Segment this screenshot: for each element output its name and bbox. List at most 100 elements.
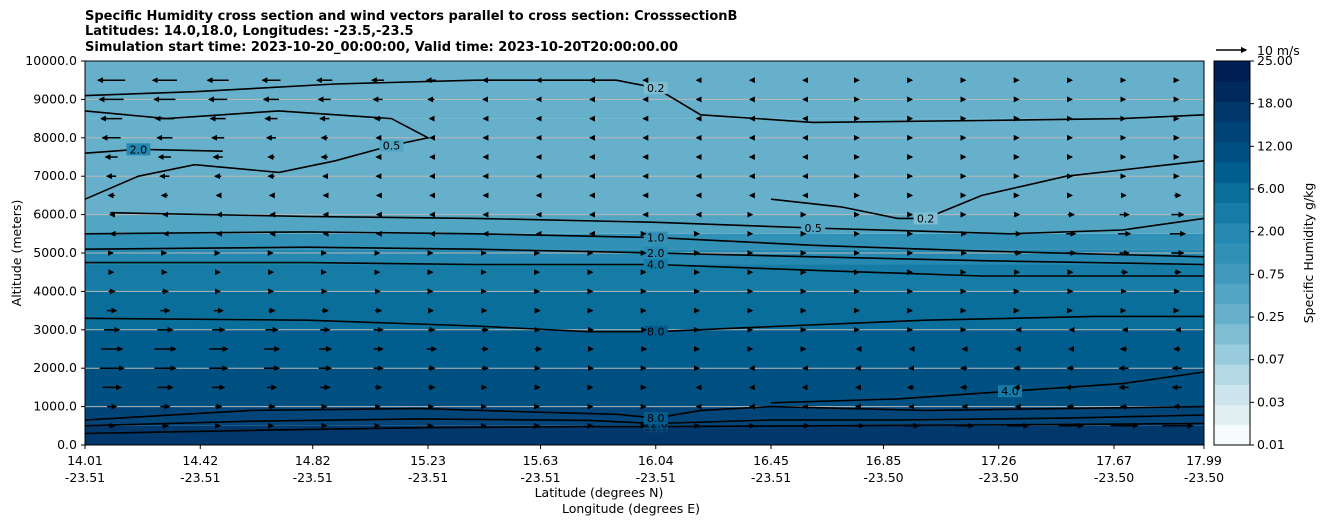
colorbar-segment bbox=[1214, 182, 1250, 203]
humidity-band bbox=[85, 118, 1204, 215]
y-tick-label: 5000.0 bbox=[33, 245, 77, 260]
contour-label-bg bbox=[801, 222, 826, 235]
colorbar-tick-label: 25.00 bbox=[1257, 53, 1293, 68]
contour-label: 0.5 bbox=[804, 222, 822, 235]
colorbar-label: Specific Humidity g/kg bbox=[1301, 183, 1316, 324]
colorbar-segment bbox=[1214, 323, 1250, 345]
contour-label-bg bbox=[913, 212, 938, 225]
contour-label: 2.0 bbox=[647, 247, 665, 260]
humidity-band bbox=[85, 425, 1204, 445]
chart-title-line-3: Simulation start time: 2023-10-20_00:00:… bbox=[85, 40, 678, 55]
colorbar-tick-label: 0.07 bbox=[1257, 352, 1285, 367]
colorbar-segment bbox=[1214, 242, 1250, 264]
x-axis-label-longitude: Longitude (degrees E) bbox=[562, 501, 700, 516]
axes: 0.0 1000.0 2000.0 3000.0 4000.0 5000.0 6000.0 7… bbox=[25, 53, 1224, 485]
y-axis-label: Altitude (meters) bbox=[9, 200, 24, 307]
contour-label: 0.2 bbox=[917, 212, 935, 225]
contour-label: 1.0 bbox=[647, 232, 665, 245]
contour-label-bg bbox=[643, 231, 668, 244]
x-tick-label-lon: -23.50 bbox=[863, 470, 903, 485]
y-tick-label: 9000.0 bbox=[33, 91, 77, 106]
colorbar-segment bbox=[1214, 303, 1250, 325]
wind-vectors bbox=[96, 77, 1194, 429]
contour-label-bg bbox=[379, 139, 404, 152]
quiver-key-label: 10 m/s bbox=[1257, 43, 1300, 58]
humidity-band bbox=[85, 214, 1204, 234]
y-tick-label: 4000.0 bbox=[33, 283, 77, 298]
y-tick-label: 0.0 bbox=[57, 437, 77, 452]
quiver-key: 10 m/s bbox=[1216, 43, 1300, 58]
y-tick-label: 6000.0 bbox=[33, 207, 77, 222]
x-tick-label-lat: 14.01 bbox=[67, 453, 103, 468]
x-tick-label-lat: 15.63 bbox=[523, 453, 559, 468]
chart-title-line-1: Specific Humidity cross section and wind… bbox=[85, 9, 738, 24]
contour-label-bg bbox=[643, 412, 668, 425]
contour-label-bg bbox=[643, 258, 668, 271]
contour-label-bg bbox=[643, 325, 668, 338]
x-tick-label-lon: -23.51 bbox=[293, 470, 333, 485]
x-tick-label-lat: 17.26 bbox=[981, 453, 1017, 468]
colorbar-segment bbox=[1214, 162, 1250, 183]
colorbar-segment bbox=[1214, 81, 1250, 102]
colorbar-tick-label: 2.00 bbox=[1257, 224, 1285, 239]
colorbar-segment bbox=[1214, 404, 1250, 426]
colorbar-tick-label: 6.00 bbox=[1257, 181, 1285, 196]
colorbar-segment bbox=[1214, 222, 1250, 244]
colorbar-tick-label: 0.03 bbox=[1257, 394, 1285, 409]
x-tick-label-lat: 17.99 bbox=[1186, 453, 1222, 468]
x-tick-label-lon: -23.51 bbox=[408, 470, 448, 485]
colorbar: 0.01 0.03 0.07 0.25 0.75 2.00 6.00 12.00 18.00 25… bbox=[1213, 53, 1293, 452]
x-tick-label-lon: -23.50 bbox=[1094, 470, 1134, 485]
x-tick-label-lat: 17.67 bbox=[1096, 453, 1132, 468]
colorbar-tick-label: 12.00 bbox=[1257, 138, 1293, 153]
contour-lines: 16.012.08.04.08.04.02.01.00.50.52.00.20.… bbox=[85, 79, 1204, 435]
x-tick-label-lat: 14.42 bbox=[182, 453, 218, 468]
colorbar-segment bbox=[1214, 384, 1250, 406]
contour-line bbox=[85, 422, 1204, 435]
colorbar-segment bbox=[1214, 364, 1250, 385]
y-tick-label: 10000.0 bbox=[25, 53, 77, 68]
x-tick-label-lon: -23.51 bbox=[751, 470, 791, 485]
y-tick-label: 7000.0 bbox=[33, 168, 77, 183]
x-tick-label-lat: 16.45 bbox=[753, 453, 789, 468]
chart-title-line-2: Latitudes: 14.0,18.0, Longitudes: -23.5,… bbox=[85, 24, 414, 39]
y-tick-label: 2000.0 bbox=[33, 360, 77, 375]
contour-label: 0.2 bbox=[647, 82, 665, 95]
colorbar-tick-label: 18.00 bbox=[1257, 96, 1293, 111]
colorbar-segment bbox=[1214, 121, 1250, 143]
colorbar-tick-label: 0.25 bbox=[1257, 309, 1285, 324]
contour-label-bg bbox=[643, 247, 668, 259]
colorbar-segment bbox=[1214, 141, 1250, 163]
colorbar-segment bbox=[1214, 343, 1250, 365]
x-tick-label-lon: -23.51 bbox=[636, 470, 676, 485]
y-tick-label: 1000.0 bbox=[33, 399, 77, 414]
x-tick-label-lon: -23.50 bbox=[1184, 470, 1224, 485]
contour-line bbox=[85, 405, 1204, 421]
colorbar-segment bbox=[1214, 263, 1250, 284]
x-tick-label-lat: 16.85 bbox=[866, 453, 902, 468]
contour-label-bg bbox=[643, 81, 668, 94]
colorbar-segment bbox=[1214, 61, 1250, 82]
colorbar-tick-label: 0.01 bbox=[1257, 437, 1285, 452]
x-tick-label-lon: -23.51 bbox=[520, 470, 560, 485]
colorbar-segment bbox=[1214, 424, 1250, 446]
colorbar-segment bbox=[1214, 283, 1250, 305]
colorbar-segment bbox=[1214, 202, 1250, 224]
x-tick-label-lat: 14.82 bbox=[295, 453, 331, 468]
colorbar-tick-label: 0.75 bbox=[1257, 266, 1285, 281]
colorbar-frame bbox=[1213, 60, 1251, 446]
x-tick-label-lon: -23.51 bbox=[65, 470, 105, 485]
x-tick-label-lon: -23.51 bbox=[180, 470, 220, 485]
contour-label: 2.0 bbox=[130, 143, 148, 156]
contour-label: 0.5 bbox=[383, 139, 401, 152]
contour-label: 8.0 bbox=[647, 326, 665, 339]
y-tick-label: 8000.0 bbox=[33, 130, 77, 145]
contour-label-bg bbox=[126, 143, 151, 156]
x-tick-label-lat: 16.04 bbox=[638, 453, 674, 468]
contour-label: 8.0 bbox=[647, 412, 665, 425]
colorbar-segment bbox=[1214, 101, 1250, 123]
x-tick-label-lat: 15.23 bbox=[410, 453, 446, 468]
y-tick-label: 3000.0 bbox=[33, 322, 77, 337]
x-tick-label-lon: -23.50 bbox=[979, 470, 1019, 485]
